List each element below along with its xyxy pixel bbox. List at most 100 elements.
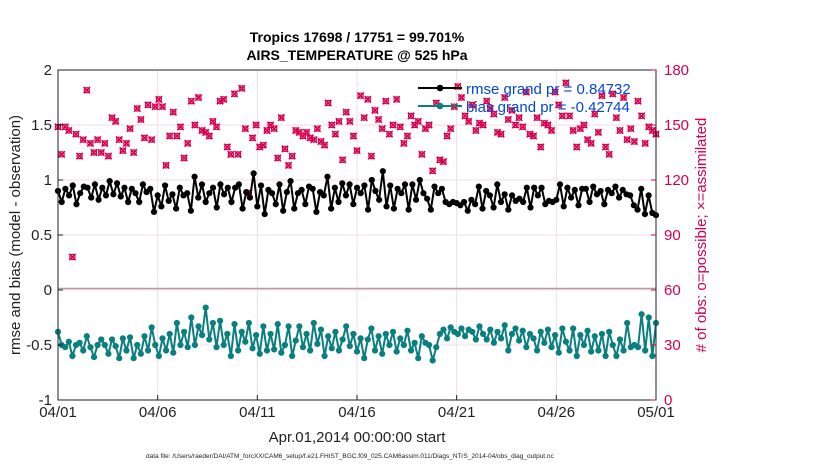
rmse-point: [472, 201, 479, 208]
rmse-point: [117, 193, 124, 200]
bias-point: [108, 336, 116, 343]
obs-assimilated-mark: [165, 132, 174, 140]
bias-point: [296, 323, 303, 330]
obs-assimilated-mark: [147, 135, 156, 144]
obs-assimilated-mark: [115, 135, 124, 144]
obs-assimilated-mark: [428, 167, 437, 175]
obs-assimilated-mark: [565, 112, 574, 120]
obs-assimilated-mark: [111, 117, 120, 126]
obs-possible-mark: [224, 143, 231, 151]
obs-count-marker: [338, 156, 347, 164]
obs-possible-mark: [76, 152, 83, 160]
obs-count-marker: [129, 148, 138, 157]
obs-possible-mark: [231, 90, 238, 98]
bias-point: [238, 328, 245, 335]
bias-point: [526, 330, 534, 338]
rmse-point: [368, 176, 375, 184]
rmse-point: [590, 183, 597, 190]
rmse-point: [298, 186, 305, 193]
rmse-point: [173, 205, 180, 212]
x-tick-label: 04/16: [338, 404, 376, 421]
rmse-point: [165, 197, 172, 204]
obs-possible-mark: [152, 103, 159, 110]
obs-possible-mark: [220, 96, 227, 103]
obs-count-marker: [281, 145, 289, 153]
obs-assimilated-mark: [216, 97, 224, 105]
obs-assimilated-mark: [536, 143, 545, 151]
obs-possible-mark: [551, 88, 559, 96]
obs-assimilated-mark: [338, 156, 347, 164]
rmse-point: [627, 192, 634, 199]
obs-count-marker: [490, 110, 498, 118]
bias-point: [83, 333, 90, 340]
y-right-tick-label: 120: [664, 172, 689, 189]
obs-possible-mark: [62, 123, 69, 131]
bias-point: [534, 347, 541, 354]
obs-possible-mark: [288, 152, 296, 160]
bias-point: [616, 336, 624, 343]
rmse-point: [125, 198, 132, 206]
obs-possible-mark: [119, 147, 127, 154]
obs-count-marker: [209, 117, 217, 126]
bias-point: [339, 336, 346, 343]
bias-point: [98, 336, 105, 343]
obs-count-marker: [533, 113, 541, 122]
bias-point: [562, 338, 570, 345]
obs-possible-mark: [69, 253, 76, 261]
rmse-point: [523, 184, 530, 191]
obs-assimilated-mark: [252, 121, 260, 129]
y-left-tick-label: -1: [39, 392, 52, 409]
obs-count-marker: [526, 130, 534, 138]
obs-count-marker: [367, 152, 376, 160]
obs-count-marker: [382, 97, 390, 105]
rmse-point: [102, 192, 110, 199]
obs-possible-mark: [361, 114, 368, 121]
bias-point: [281, 341, 289, 349]
bias-point: [361, 355, 368, 362]
rmse-point: [353, 184, 361, 191]
obs-possible-mark: [83, 86, 91, 94]
bias-point: [321, 352, 328, 360]
obs-count-marker: [374, 115, 383, 124]
obs-possible-mark: [544, 121, 552, 129]
bias-point: [180, 328, 188, 335]
obs-assimilated-mark: [511, 121, 520, 129]
obs-count-marker: [594, 128, 603, 137]
obs-possible-mark: [620, 94, 627, 101]
obs-possible-mark: [422, 125, 429, 132]
obs-count-marker: [119, 146, 127, 155]
y-right-tick-label: 60: [664, 282, 681, 299]
obs-assimilated-mark: [57, 150, 66, 159]
obs-assimilated-mark: [439, 157, 448, 166]
obs-count-marker: [241, 124, 250, 133]
rmse-point: [158, 203, 165, 210]
obs-possible-mark: [389, 121, 397, 129]
rmse-point: [313, 208, 320, 215]
rmse-point: [372, 187, 379, 195]
rmse-point: [412, 196, 420, 203]
obs-assimilated-mark: [490, 110, 498, 118]
obs-assimilated-mark: [212, 123, 221, 131]
obs-possible-mark: [649, 127, 656, 134]
obs-assimilated-mark: [580, 121, 588, 129]
obs-assimilated-mark: [162, 161, 170, 170]
obs-possible-mark: [483, 97, 490, 105]
legend: rmse grand pr = 0.84732 bias grand pr = …: [418, 81, 631, 116]
bias-point: [242, 338, 249, 345]
obs-count-marker: [605, 150, 613, 159]
obs-assimilated-mark: [389, 121, 397, 129]
obs-possible-mark: [72, 130, 80, 138]
rmse-point: [184, 190, 191, 197]
rmse-point: [582, 185, 589, 192]
obs-count-marker: [547, 126, 556, 135]
data-file-footer: data file: /Users/raeder/DAI/ATM_forcXX/…: [146, 453, 555, 460]
bias-point: [505, 347, 512, 354]
obs-possible-mark: [105, 152, 112, 160]
bias-point: [87, 344, 94, 351]
rmse-point: [254, 203, 261, 210]
obs-possible-mark: [299, 132, 307, 140]
obs-count-marker: [428, 167, 437, 175]
bias-point: [559, 325, 566, 332]
obs-possible-mark: [461, 112, 469, 120]
obs-assimilated-mark: [601, 143, 610, 151]
